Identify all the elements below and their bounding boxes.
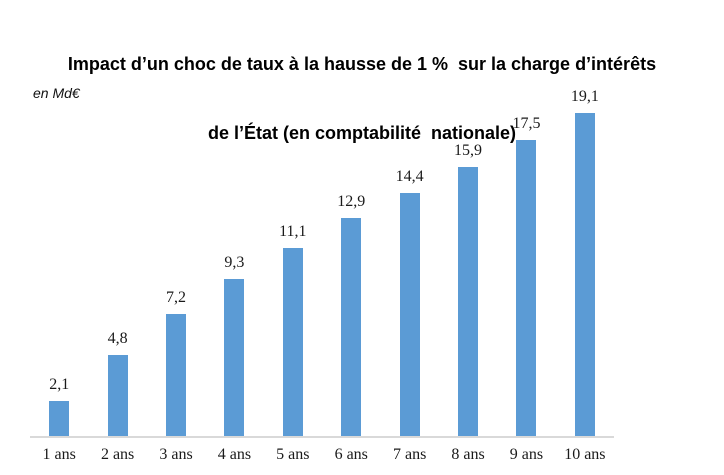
- x-axis-label: 7 ans: [392, 446, 427, 463]
- bar: [458, 167, 479, 436]
- x-axis-label: 2 ans: [100, 446, 135, 463]
- bar: [224, 279, 245, 436]
- bar-value-label: 4,8: [107, 330, 128, 347]
- chart-title-line1: Impact d’un choc de taux à la hausse de …: [67, 54, 657, 74]
- x-axis-label: 6 ans: [334, 446, 368, 463]
- bar-value-label: 14,4: [395, 168, 424, 185]
- x-axis-label: 1 ans: [42, 446, 76, 463]
- bar: [107, 355, 128, 436]
- bar-column: 4,8 2 ans: [88, 0, 146, 463]
- chart-title-line2: de l’État (en comptabilité nationale): [207, 123, 517, 143]
- bar-value-label: 12,9: [337, 193, 366, 210]
- bar-column: 9,3 4 ans: [205, 0, 263, 463]
- bar-value-label: 9,3: [224, 254, 245, 271]
- bar-column: 7,2 3 ans: [147, 0, 205, 463]
- bar-value-label: 19,1: [570, 88, 599, 105]
- bar-column: 12,9 6 ans: [322, 0, 380, 463]
- bar-value-label: 15,9: [454, 142, 483, 159]
- bar-value-label: 17,5: [512, 115, 541, 132]
- bar-value-label: 11,1: [279, 223, 307, 240]
- bar-value-label: 2,1: [49, 376, 70, 393]
- bar-value-label: 7,2: [166, 289, 187, 306]
- unit-label: en Md€: [33, 85, 80, 101]
- x-axis-label: 10 ans: [564, 446, 606, 463]
- x-axis-label: 8 ans: [451, 446, 485, 463]
- x-axis-label: 3 ans: [159, 446, 193, 463]
- x-axis-label: 4 ans: [217, 446, 252, 463]
- chart-title: Impact d’un choc de taux à la hausse de …: [0, 7, 724, 191]
- bar: [282, 248, 303, 436]
- plot-area: 2,1 1 ans 4,8 2 ans 7,2 3 ans 9,3 4 ans 11,1 5 an…: [30, 0, 614, 463]
- bar-column: 14,4 7 ans: [380, 0, 438, 463]
- x-axis-line: [30, 436, 614, 438]
- bar: [341, 218, 362, 436]
- bar: [399, 193, 420, 436]
- bar: [166, 314, 187, 436]
- bar-column: 2,1 1 ans: [30, 0, 88, 463]
- bar: [516, 140, 537, 436]
- bar-column: 17,5 9 ans: [497, 0, 555, 463]
- bar-column: 11,1 5 ans: [264, 0, 322, 463]
- x-axis-label: 9 ans: [509, 446, 544, 463]
- bar-column: 19,1 10 ans: [556, 0, 614, 463]
- bar-column: 15,9 8 ans: [439, 0, 497, 463]
- bar: [574, 113, 595, 436]
- x-axis-label: 5 ans: [276, 446, 310, 463]
- bar: [49, 401, 70, 436]
